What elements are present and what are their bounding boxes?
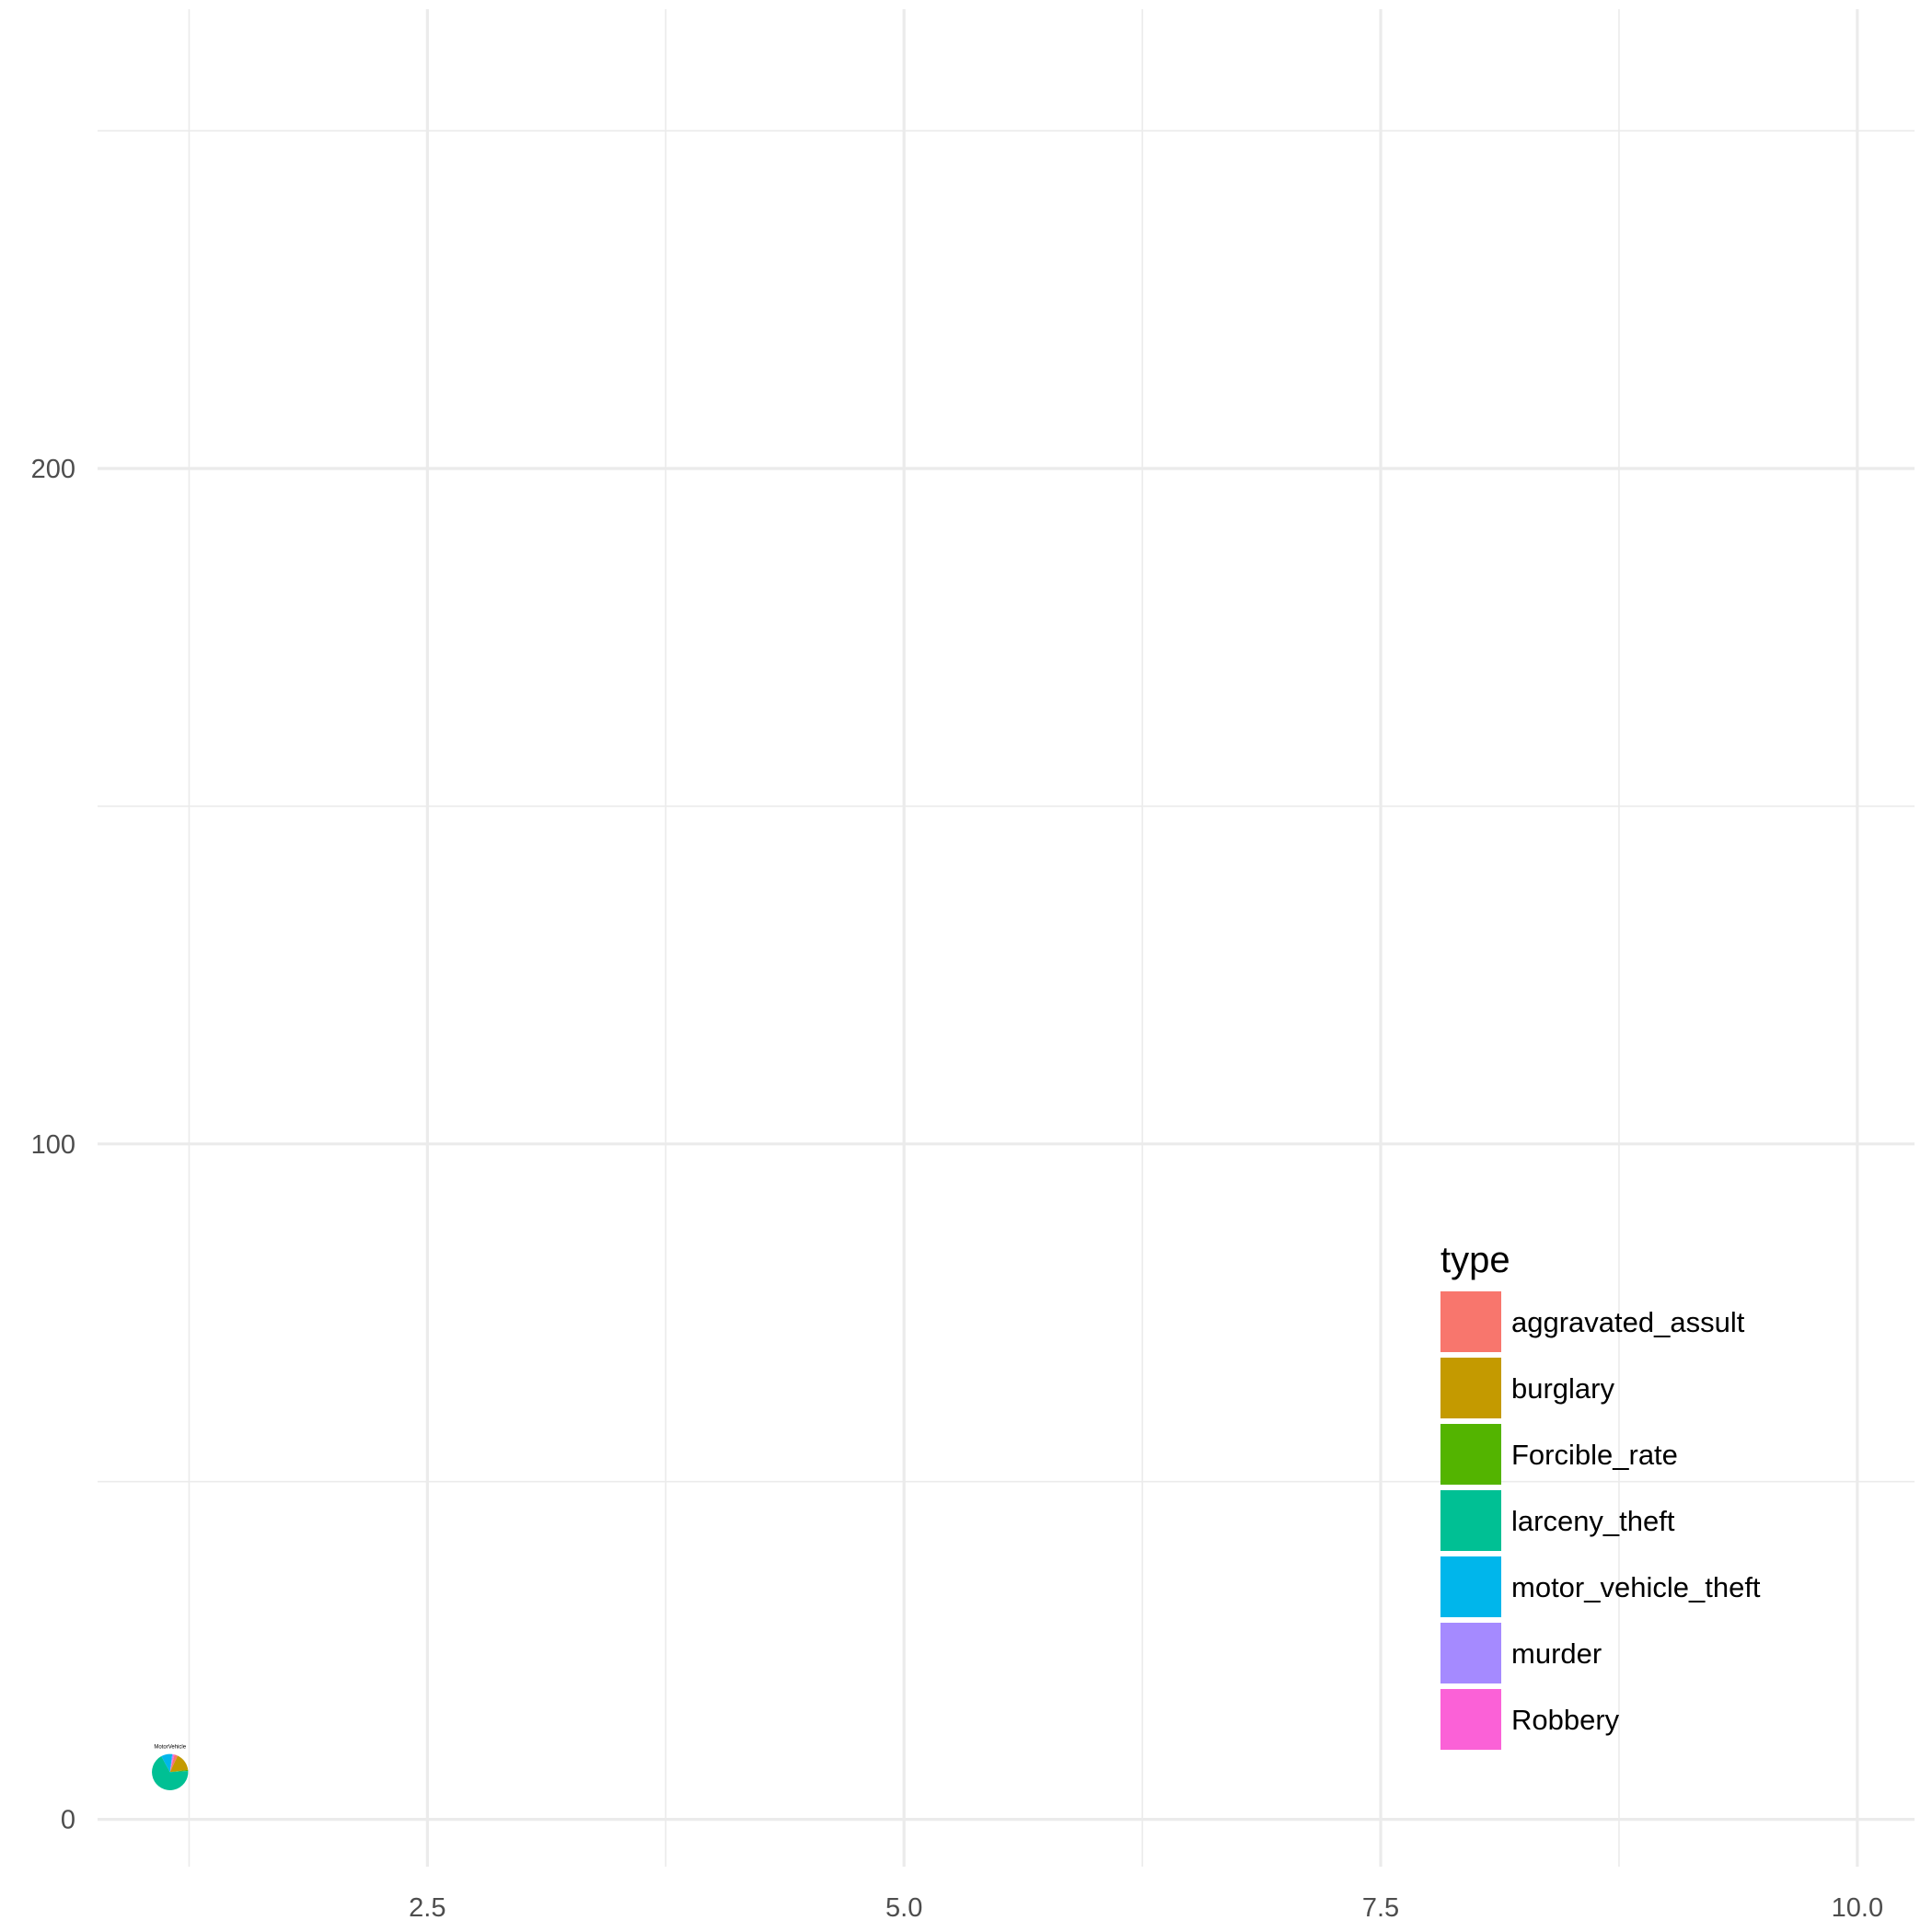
pie-slice-motor_vehicle_theft bbox=[161, 1753, 173, 1773]
legend-label: motor_vehicle_theft bbox=[1511, 1571, 1761, 1603]
y-tick-label: 0 bbox=[61, 1806, 75, 1835]
legend-title: type bbox=[1440, 1240, 1510, 1280]
legend-label: burglary bbox=[1511, 1372, 1614, 1405]
legend-swatch bbox=[1440, 1556, 1501, 1617]
y-tick-label: 100 bbox=[31, 1130, 75, 1160]
x-tick-label: 2.5 bbox=[409, 1893, 445, 1923]
major-gridlines bbox=[98, 9, 1915, 1867]
pie-slice-larceny_theft bbox=[152, 1756, 189, 1790]
x-tick-label: 5.0 bbox=[885, 1893, 922, 1923]
y-axis-ticks: 0 100 200 bbox=[31, 455, 75, 1835]
legend-swatch bbox=[1440, 1623, 1501, 1683]
pie-slice-murder bbox=[169, 1753, 174, 1773]
x-tick-label: 10.0 bbox=[1832, 1893, 1883, 1923]
legend-swatch bbox=[1440, 1689, 1501, 1750]
legend-label: Robbery bbox=[1511, 1704, 1620, 1736]
minor-gridlines bbox=[98, 9, 1915, 1867]
pie-slice-Robbery bbox=[169, 1753, 175, 1773]
pie-label: MotorVehicle bbox=[154, 1745, 186, 1751]
legend-swatch bbox=[1440, 1490, 1501, 1551]
legend-label: larceny_theft bbox=[1511, 1505, 1675, 1537]
pie-markers: MotorVehicle bbox=[152, 1745, 189, 1790]
legend-swatch bbox=[1440, 1424, 1501, 1485]
pie-slice-Forcible_rate bbox=[169, 1769, 189, 1773]
legend-label: murder bbox=[1511, 1637, 1602, 1670]
pie-slice-burglary bbox=[169, 1755, 189, 1773]
legend-swatch bbox=[1440, 1291, 1501, 1352]
legend-label: Forcible_rate bbox=[1511, 1439, 1678, 1471]
y-tick-label: 200 bbox=[31, 455, 75, 484]
pie-marker: MotorVehicle bbox=[152, 1745, 189, 1790]
x-axis-ticks: 2.5 5.0 7.5 10.0 bbox=[409, 1893, 1883, 1923]
legend-label: aggravated_assult bbox=[1511, 1306, 1745, 1338]
x-tick-label: 7.5 bbox=[1362, 1893, 1399, 1923]
legend: type aggravated_assult burglary Forcible_r… bbox=[1440, 1240, 1761, 1750]
legend-swatch bbox=[1440, 1358, 1501, 1418]
pie-slice-aggravated_assult bbox=[169, 1754, 179, 1773]
